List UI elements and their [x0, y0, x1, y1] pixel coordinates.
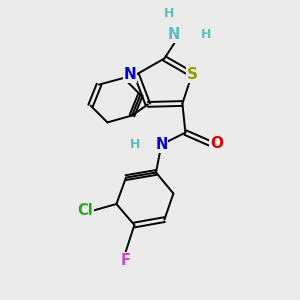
Text: H: H — [164, 7, 174, 20]
Text: N: N — [168, 27, 180, 42]
Text: N: N — [124, 67, 136, 82]
Text: H: H — [201, 28, 211, 41]
Text: N: N — [155, 137, 168, 152]
Text: O: O — [210, 136, 223, 151]
Text: F: F — [120, 253, 130, 268]
Text: S: S — [187, 67, 197, 82]
Text: Cl: Cl — [77, 203, 93, 218]
Text: H: H — [130, 138, 140, 151]
